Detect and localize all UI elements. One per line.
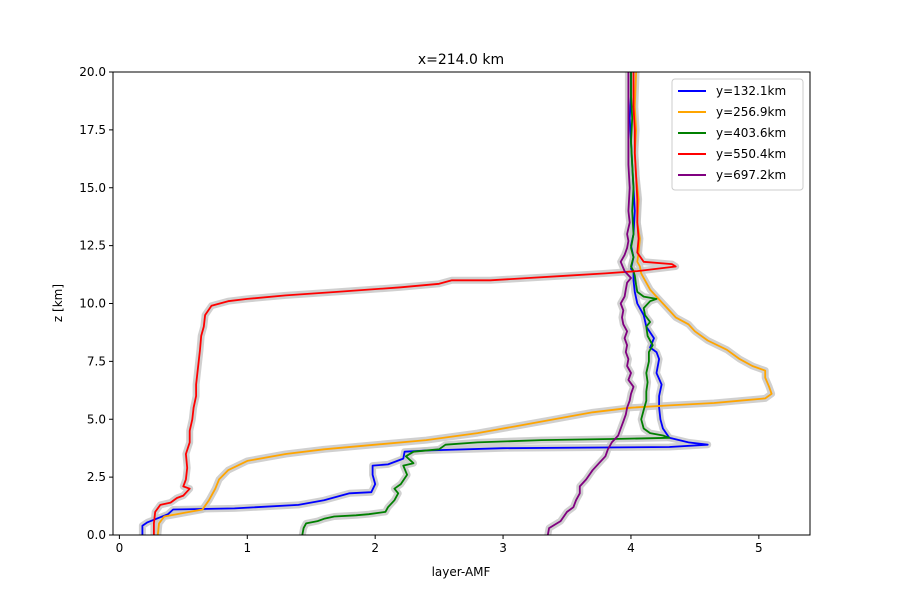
- series-uncertainty-band: [298, 72, 673, 535]
- x-tick-label: 5: [755, 541, 763, 555]
- legend-box: [671, 78, 804, 191]
- series-lines: [141, 72, 773, 535]
- x-axis-ticks: 0 1 2 3 4 5: [116, 535, 763, 555]
- y-tick-label: 2.5: [87, 470, 106, 484]
- series-line-2: [156, 72, 773, 535]
- x-tick-label: 0: [116, 541, 124, 555]
- x-tick-label: 3: [499, 541, 507, 555]
- y-tick-label: 0.0: [87, 528, 106, 542]
- legend: y=132.1km y=256.9km y=403.6km y=550.4km y=69…: [671, 78, 804, 191]
- chart-title: x=214.0 km: [418, 52, 504, 68]
- x-tick-label: 4: [627, 541, 635, 555]
- legend-label: y=256.9km: [716, 105, 786, 119]
- y-tick-label: 10.0: [79, 297, 106, 311]
- legend-label: y=403.6km: [716, 126, 786, 140]
- legend-label: y=697.2km: [716, 168, 786, 182]
- x-tick-label: 1: [243, 541, 251, 555]
- y-tick-label: 15.0: [79, 181, 106, 195]
- legend-label: y=550.4km: [716, 147, 786, 161]
- y-tick-label: 17.5: [79, 123, 106, 137]
- y-tick-label: 12.5: [79, 239, 106, 253]
- y-tick-label: 5.0: [87, 412, 106, 426]
- legend-label: y=132.1km: [716, 84, 786, 98]
- series-line-3: [301, 72, 671, 535]
- y-axis-ticks: 0.0 2.5 5.0 7.5 10.0 12.5 15.0 17.5 20.0: [79, 65, 113, 542]
- series-line-4: [152, 72, 677, 535]
- y-tick-label: 20.0: [79, 65, 106, 79]
- x-axis-label: layer-AMF: [432, 565, 491, 579]
- y-axis-label: z [km]: [51, 284, 65, 322]
- y-tick-label: 7.5: [87, 354, 106, 368]
- x-tick-label: 2: [371, 541, 379, 555]
- series-line-5: [546, 72, 635, 535]
